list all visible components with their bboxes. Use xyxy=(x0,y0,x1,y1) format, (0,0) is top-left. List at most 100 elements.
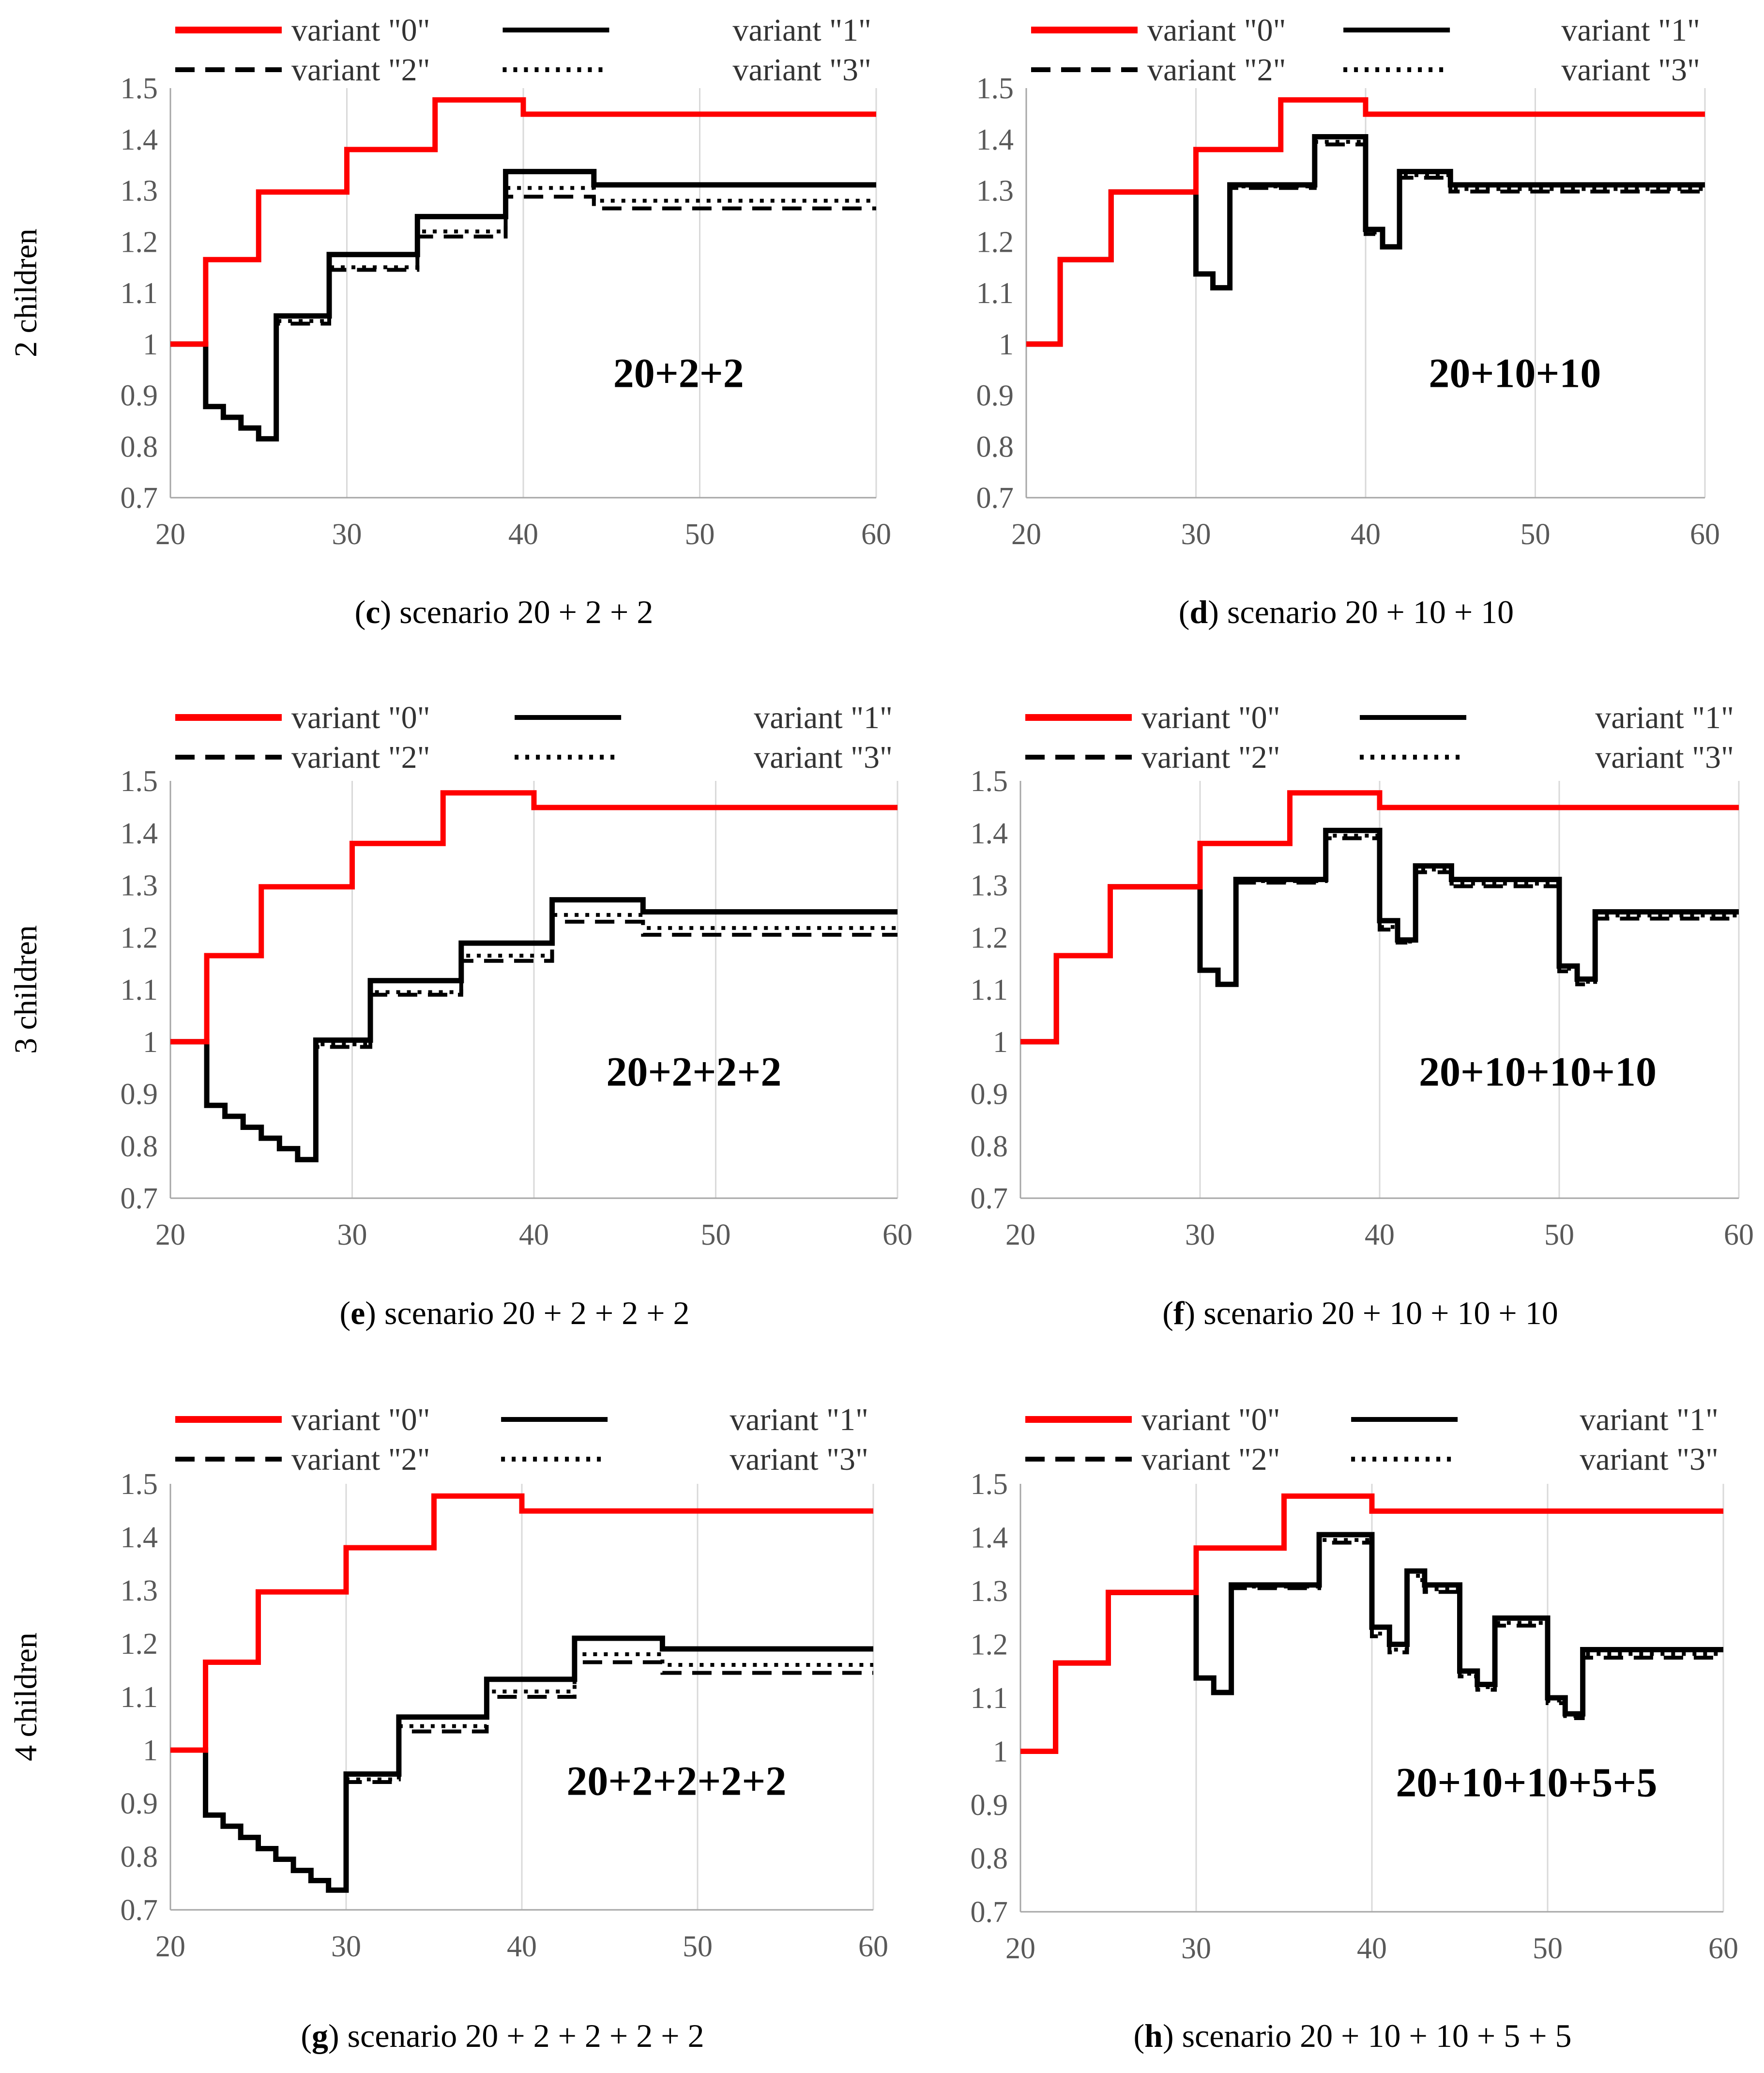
y-tick-label: 1.4 xyxy=(121,817,158,850)
caption-text: scenario 20 + 2 + 2 + 2 + 2 xyxy=(339,2017,704,2054)
row-label: 2 children xyxy=(8,229,44,357)
x-tick-label: 60 xyxy=(861,518,891,551)
chart-caption: (d) scenario 20 + 10 + 10 xyxy=(1179,594,1514,630)
legend-label: variant "2" xyxy=(291,740,430,775)
y-tick-label: 1.2 xyxy=(976,226,1014,259)
legend-label: variant "1" xyxy=(1561,13,1700,48)
x-tick-label: 20 xyxy=(1005,1219,1035,1251)
caption-paren: ) xyxy=(380,594,391,630)
caption-letter: f xyxy=(1173,1295,1185,1331)
caption-paren: ) xyxy=(1185,1295,1196,1331)
y-tick-label: 1.1 xyxy=(971,974,1008,1006)
x-tick-label: 50 xyxy=(1521,518,1551,551)
x-tick-label: 50 xyxy=(685,518,715,551)
y-tick-label: 1 xyxy=(993,1736,1008,1768)
legend-label: variant "0" xyxy=(291,1402,430,1437)
chart-c: 0.7 0.8 0.9 1 1.1 1.2 1.3 1.4 1.5 20 30 40 50 60 varia… xyxy=(8,13,891,630)
chart-d: 0.7 0.8 0.9 1 1.1 1.2 1.3 1.4 1.5 20 30 40 50 60 varia… xyxy=(976,13,1720,630)
y-tick-label: 1.5 xyxy=(121,72,158,105)
caption-paren: ( xyxy=(1179,594,1190,630)
y-tick-label: 0.7 xyxy=(121,482,158,515)
x-tick-label: 60 xyxy=(1708,1932,1738,1965)
y-tick-label: 1.1 xyxy=(121,277,158,310)
y-tick-label: 0.9 xyxy=(976,380,1014,412)
scenario-annotation: 20+2+2+2+2 xyxy=(566,1757,786,1804)
x-tick-label: 30 xyxy=(1181,1932,1211,1965)
series-line-0 xyxy=(1020,790,1739,1045)
caption-paren: ( xyxy=(301,2017,312,2054)
series-line-2 xyxy=(170,1660,873,1892)
y-tick-label: 0.9 xyxy=(971,1789,1008,1822)
legend-label: variant "0" xyxy=(1141,700,1280,735)
y-tick-label: 0.7 xyxy=(971,1896,1008,1929)
y-tick-label: 0.7 xyxy=(121,1894,158,1927)
y-tick-label: 0.8 xyxy=(971,1130,1008,1163)
chart-caption: (e) scenario 20 + 2 + 2 + 2 xyxy=(339,1295,689,1331)
y-tick-label: 1.2 xyxy=(971,921,1008,954)
caption-letter: e xyxy=(350,1295,365,1331)
x-tick-label: 60 xyxy=(858,1930,888,1963)
legend-label: variant "3" xyxy=(732,52,871,88)
row-label: 3 children xyxy=(8,925,44,1054)
y-tick-label: 1.1 xyxy=(976,277,1014,310)
chart-caption: (g) scenario 20 + 2 + 2 + 2 + 2 xyxy=(301,2017,704,2054)
x-tick-label: 60 xyxy=(882,1219,912,1251)
y-tick-label: 1.4 xyxy=(976,123,1014,156)
x-tick-label: 60 xyxy=(1690,518,1720,551)
x-tick-label: 30 xyxy=(331,1930,361,1963)
caption-paren: ) xyxy=(365,1295,376,1331)
y-tick-label: 0.9 xyxy=(971,1078,1008,1111)
y-tick-label: 1.1 xyxy=(121,974,158,1006)
y-tick-label: 0.8 xyxy=(121,1130,158,1163)
scenario-annotation: 20+10+10+5+5 xyxy=(1396,1759,1657,1805)
y-tick-label: 0.8 xyxy=(121,430,158,463)
legend-label: variant "0" xyxy=(291,700,430,735)
y-tick-label: 1 xyxy=(993,1026,1008,1059)
x-tick-label: 20 xyxy=(1011,518,1041,551)
caption-text: scenario 20 + 10 + 10 xyxy=(1219,594,1514,630)
chart-g: 0.7 0.8 0.9 1 1.1 1.2 1.3 1.4 1.5 20 30 40 50 60 varia… xyxy=(8,1402,888,2054)
legend-label: variant "1" xyxy=(1580,1402,1718,1437)
legend-label: variant "0" xyxy=(1141,1402,1280,1437)
y-tick-label: 0.8 xyxy=(971,1843,1008,1875)
scenario-annotation: 20+10+10 xyxy=(1429,350,1601,396)
y-tick-label: 1.3 xyxy=(121,1574,158,1607)
y-tick-label: 0.8 xyxy=(976,430,1014,463)
y-tick-label: 1.2 xyxy=(121,921,158,954)
x-tick-label: 20 xyxy=(1005,1932,1035,1965)
y-tick-label: 1.5 xyxy=(976,72,1014,105)
y-tick-label: 1 xyxy=(143,1734,158,1767)
x-tick-label: 40 xyxy=(1365,1219,1395,1251)
caption-paren: ( xyxy=(355,594,366,630)
series-line-3 xyxy=(170,186,876,441)
series-line-0 xyxy=(170,790,897,1045)
caption-paren: ) xyxy=(328,2017,339,2054)
legend-label: variant "2" xyxy=(1141,740,1280,775)
series-line-0 xyxy=(1026,97,1705,347)
legend-label: variant "3" xyxy=(1561,52,1700,88)
chart-h: 0.7 0.8 0.9 1 1.1 1.2 1.3 1.4 1.5 20 30 40 50 60 varia… xyxy=(971,1402,1739,2054)
y-tick-label: 1.4 xyxy=(971,817,1008,850)
scenario-annotation: 20+10+10+10 xyxy=(1419,1048,1657,1095)
legend-label: variant "2" xyxy=(1147,52,1286,88)
x-tick-label: 50 xyxy=(1533,1932,1563,1965)
y-tick-label: 0.9 xyxy=(121,1078,158,1111)
x-tick-label: 40 xyxy=(1351,518,1381,551)
y-tick-label: 0.7 xyxy=(976,482,1014,515)
x-tick-label: 30 xyxy=(1185,1219,1215,1251)
y-tick-label: 1.2 xyxy=(121,1628,158,1661)
chart-e: 0.7 0.8 0.9 1 1.1 1.2 1.3 1.4 1.5 20 30 40 50 60 varia… xyxy=(8,700,912,1331)
chart-caption: (h) scenario 20 + 10 + 10 + 5 + 5 xyxy=(1133,2017,1571,2054)
caption-paren: ( xyxy=(1133,2017,1144,2054)
x-tick-label: 50 xyxy=(1544,1219,1574,1251)
caption-text: scenario 20 + 2 + 2 + 2 xyxy=(376,1295,690,1331)
caption-letter: h xyxy=(1144,2017,1163,2054)
legend-label: variant "2" xyxy=(1141,1442,1280,1477)
caption-letter: c xyxy=(365,594,380,630)
x-tick-label: 40 xyxy=(507,1930,537,1963)
legend-label: variant "3" xyxy=(754,740,893,775)
legend-label: variant "2" xyxy=(291,52,430,88)
y-tick-label: 1.2 xyxy=(971,1629,1008,1661)
y-tick-label: 1.3 xyxy=(976,175,1014,208)
